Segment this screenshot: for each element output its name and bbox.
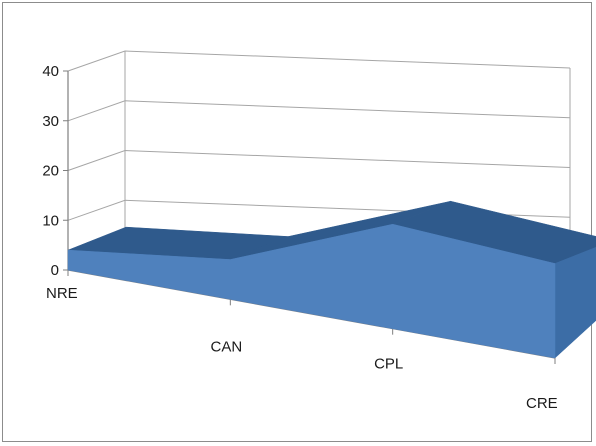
x-tick-label-can: CAN (210, 338, 242, 355)
y-tick-label-30: 30 (42, 113, 59, 130)
gridline-20 (67, 149, 571, 171)
y-tick-label-0: 0 (51, 262, 59, 279)
gridline-40 (67, 50, 571, 72)
y-tick-label-40: 40 (42, 63, 59, 80)
x-tick-label-cre: CRE (526, 395, 558, 412)
gridline-30 (67, 100, 571, 122)
x-tick-label-nre: NRE (46, 285, 78, 302)
label-layer: 0 10 20 30 40 NRE CAN CPL CRE (42, 63, 557, 412)
y-tick-label-20: 20 (42, 163, 59, 180)
area-layer (67, 200, 596, 359)
x-tick-label-cpl: CPL (374, 356, 403, 373)
area-front-face (67, 223, 556, 359)
y-tick-label-10: 10 (42, 212, 59, 229)
